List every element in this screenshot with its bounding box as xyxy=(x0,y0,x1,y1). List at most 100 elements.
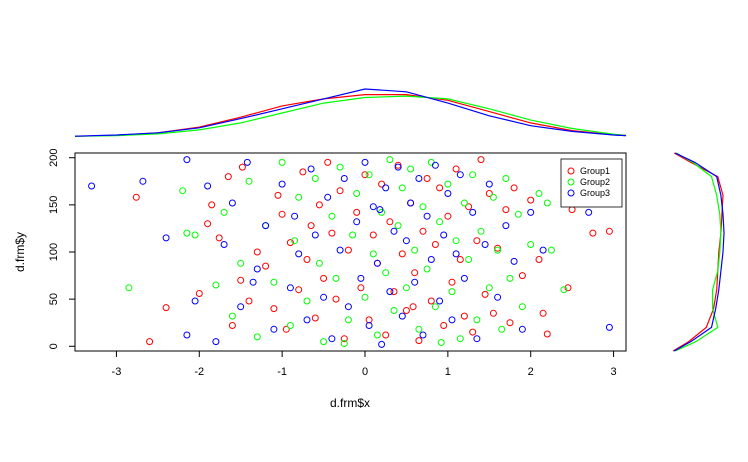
point-group1-30 xyxy=(353,208,361,216)
x-tick-label-6: 3 xyxy=(611,366,617,378)
point-group1-38 xyxy=(386,218,394,226)
point-group2-27 xyxy=(365,171,373,179)
top-density-plot xyxy=(74,88,627,137)
point-group3-49 xyxy=(440,231,448,239)
point-group1-72 xyxy=(543,330,551,338)
point-group1-75 xyxy=(589,229,597,237)
point-group3-68 xyxy=(249,278,257,286)
point-group2-51 xyxy=(469,171,477,179)
point-group3-60 xyxy=(502,222,510,230)
point-group3-7 xyxy=(212,338,220,346)
point-group3-41 xyxy=(407,199,415,207)
point-group3-48 xyxy=(436,297,444,305)
legend-label-group3: Group3 xyxy=(580,188,610,198)
point-group2-34 xyxy=(394,222,402,230)
point-group2-18 xyxy=(315,259,323,267)
point-group2-16 xyxy=(303,297,311,305)
point-group2-69 xyxy=(437,339,445,346)
point-group3-37 xyxy=(390,227,398,235)
point-group2-60 xyxy=(514,210,522,218)
point-group3-40 xyxy=(402,237,410,245)
point-group2-8 xyxy=(245,177,253,185)
point-group3-15 xyxy=(278,180,286,188)
point-group2-36 xyxy=(402,284,410,292)
point-group1-64 xyxy=(494,244,502,252)
point-group2-5 xyxy=(220,208,228,216)
point-group1-18 xyxy=(295,286,303,294)
point-group3-11 xyxy=(243,158,251,166)
x-tick-label-4: 1 xyxy=(445,366,451,378)
point-group2-25 xyxy=(353,190,361,197)
point-group3-43 xyxy=(415,175,423,182)
point-group1-28 xyxy=(340,335,348,343)
point-group1-45 xyxy=(415,337,423,345)
point-group2-26 xyxy=(361,293,369,301)
point-group1-7 xyxy=(224,173,232,181)
point-group2-11 xyxy=(270,278,278,286)
point-group1-51 xyxy=(440,322,448,329)
y-tick-label-0: 0 xyxy=(48,343,60,349)
point-group1-11 xyxy=(253,248,261,256)
point-group2-59 xyxy=(506,274,514,282)
point-group2-50 xyxy=(465,256,473,263)
point-group1-27 xyxy=(336,187,344,195)
scatter-points xyxy=(88,156,613,348)
point-group1-70 xyxy=(535,256,543,263)
point-group2-58 xyxy=(502,175,510,182)
right-density-group1 xyxy=(672,152,724,352)
point-group3-2 xyxy=(162,234,170,242)
x-tick-label-0: -3 xyxy=(112,366,122,378)
point-group1-68 xyxy=(518,272,526,280)
point-group1-2 xyxy=(162,304,170,312)
point-group3-1 xyxy=(139,177,147,185)
point-group3-18 xyxy=(295,250,303,258)
point-group3-63 xyxy=(527,208,535,216)
point-group2-57 xyxy=(498,325,506,333)
point-group1-48 xyxy=(427,297,435,305)
point-group3-32 xyxy=(369,203,377,211)
point-group1-73 xyxy=(564,284,572,292)
point-group3-17 xyxy=(291,212,299,220)
point-group3-6 xyxy=(204,182,212,190)
legend-marker-group2 xyxy=(567,178,575,186)
point-group1-76 xyxy=(605,227,613,235)
point-group1-9 xyxy=(237,276,245,284)
point-group1-77 xyxy=(245,297,253,305)
point-group3-47 xyxy=(431,161,439,169)
point-group1-22 xyxy=(315,201,323,209)
point-group3-57 xyxy=(481,241,489,248)
legend: Group1 Group2 Group3 xyxy=(560,158,623,208)
point-group2-68 xyxy=(340,340,348,347)
point-group3-13 xyxy=(262,222,270,230)
point-group2-2 xyxy=(183,229,191,237)
x-axis: -3 -2 -1 0 1 2 3 xyxy=(112,351,617,378)
point-group2-37 xyxy=(407,165,415,173)
point-group1-8 xyxy=(228,322,236,329)
point-group2-55 xyxy=(489,193,497,201)
legend-box xyxy=(560,158,623,208)
point-group3-42 xyxy=(411,278,419,286)
point-group3-26 xyxy=(340,175,348,182)
point-group1-19 xyxy=(299,168,307,176)
point-group2-41 xyxy=(423,265,431,273)
point-group2-22 xyxy=(336,163,344,171)
point-group3-59 xyxy=(494,293,502,301)
x-tick-label-3: 0 xyxy=(362,366,368,378)
point-group1-29 xyxy=(344,246,352,254)
point-group1-39 xyxy=(390,288,398,296)
point-group2-13 xyxy=(286,322,294,329)
point-group2-33 xyxy=(390,307,398,314)
point-group2-64 xyxy=(543,199,551,207)
point-group3-9 xyxy=(228,199,236,207)
point-group2-49 xyxy=(460,199,468,207)
top-density-group2 xyxy=(74,95,627,137)
point-group3-19 xyxy=(303,316,311,324)
legend-marker-group1 xyxy=(567,167,575,175)
point-group2-1 xyxy=(179,187,187,195)
point-group1-71 xyxy=(539,309,547,317)
point-group3-67 xyxy=(605,323,613,331)
point-group1-17 xyxy=(286,239,294,247)
point-group1-66 xyxy=(506,319,514,327)
point-group3-39 xyxy=(398,312,406,320)
